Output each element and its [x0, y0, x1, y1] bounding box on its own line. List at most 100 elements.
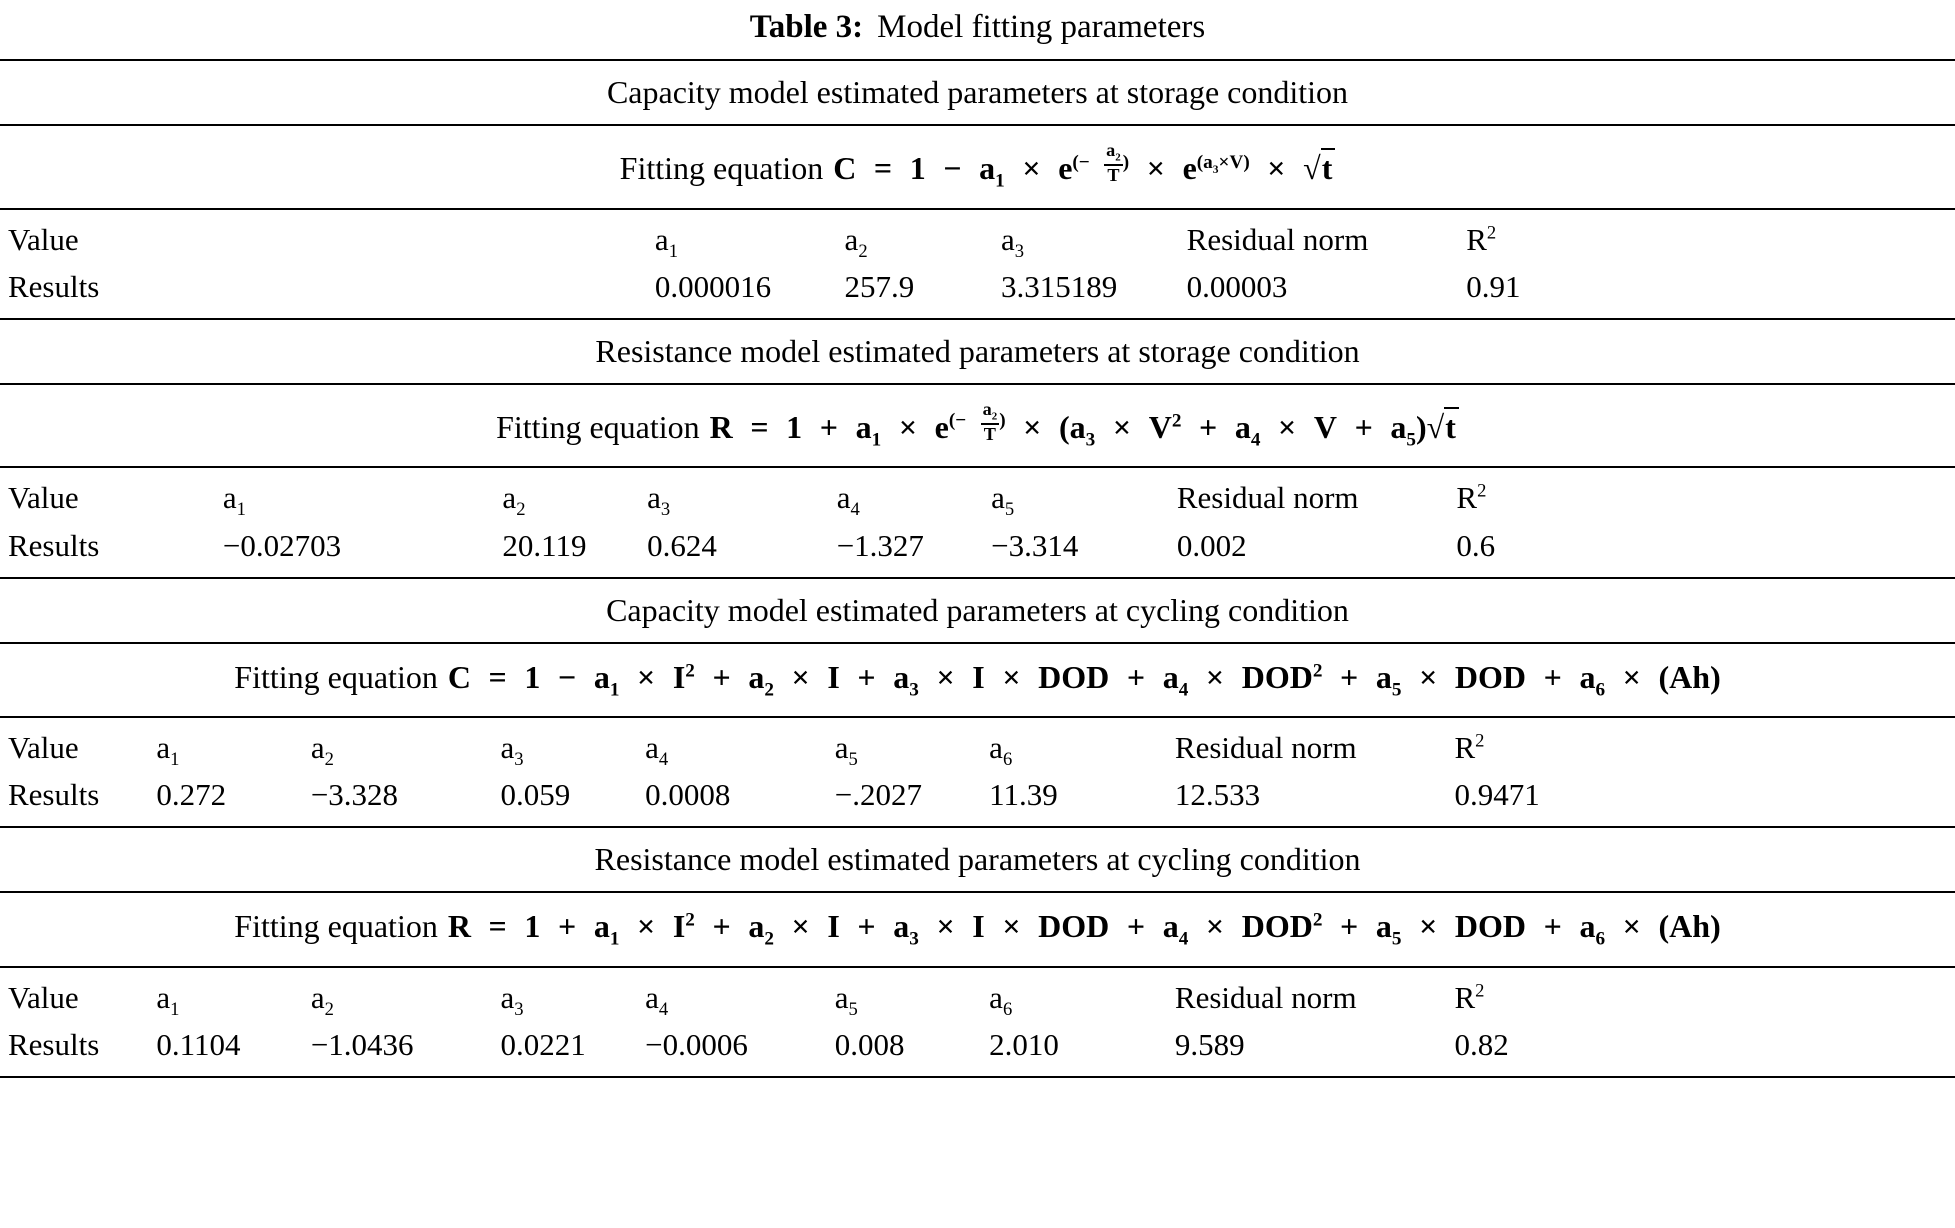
- equation-prefix: Fitting equation: [234, 908, 438, 945]
- result-a6: 2.010: [989, 1026, 1059, 1062]
- col-header-a3: a3: [500, 729, 524, 771]
- col-header-r-squared: R2: [1466, 221, 1497, 257]
- section-resistance-storage: Resistance model estimated parameters at…: [0, 320, 1955, 579]
- equation-prefix: Fitting equation: [619, 150, 824, 187]
- result-a1: 0.1104: [156, 1026, 241, 1062]
- col-header-a2: a2: [310, 979, 334, 1020]
- table-caption-label: Table 3:: [749, 9, 864, 45]
- section-header: Resistance model estimated parameters at…: [594, 841, 1361, 878]
- result-a2: 257.9: [844, 268, 915, 304]
- rule: [0, 576, 1955, 579]
- param-results-row: Results 0.000016 257.9 3.315189 0.00003 …: [0, 266, 1955, 308]
- rule-top: [0, 59, 1955, 61]
- rule: [0, 715, 1955, 718]
- col-header-a1: a1: [156, 729, 180, 771]
- parameters-table: Value a1 a2 a3 a4 a5 a6 Residual norm R2…: [0, 977, 1955, 1066]
- row-label-results: Results: [8, 777, 100, 813]
- parameters-table: Value a1 a2 a3 a4 a5 Residual norm R2 Re…: [0, 477, 1955, 566]
- result-a3: 0.0221: [500, 1026, 586, 1062]
- col-header-residual-norm: Residual norm: [1174, 729, 1357, 765]
- row-label-value: Value: [8, 979, 79, 1015]
- col-header-a5: a5: [991, 480, 1015, 521]
- equation-prefix: Fitting equation: [496, 408, 700, 445]
- row-label-results: Results: [8, 527, 100, 563]
- param-header-row: Value a1 a2 a3 a4 a5 a6 Residual norm R2: [0, 977, 1955, 1024]
- col-header-a3: a3: [647, 480, 671, 521]
- result-a3: 0.059: [500, 777, 571, 813]
- col-header-a1: a1: [156, 979, 180, 1020]
- result-a4: −1.327: [836, 527, 924, 563]
- col-header-a2: a2: [844, 221, 868, 262]
- result-a6: 11.39: [989, 777, 1058, 813]
- result-a2: −1.0436: [310, 1026, 414, 1062]
- param-results-row: Results −0.02703 20.119 0.624 −1.327 −3.…: [0, 525, 1955, 567]
- result-a3: 3.315189: [1000, 268, 1118, 304]
- col-header-a4: a4: [836, 480, 860, 521]
- col-header-residual-norm: Residual norm: [1176, 480, 1359, 516]
- row-label-results: Results: [8, 268, 100, 304]
- row-label-results: Results: [8, 1026, 100, 1062]
- col-header-a3: a3: [500, 979, 524, 1020]
- col-header-a1: a1: [222, 480, 246, 521]
- equation-row: Fitting equation R = 1 + a1 × I2 + a2 × I…: [0, 893, 1955, 965]
- param-results-row: Results 0.272 −3.328 0.059 0.0008 −.2027…: [0, 774, 1955, 816]
- rule: [0, 891, 1955, 894]
- row-label-value: Value: [8, 729, 79, 765]
- col-header-r-squared: R2: [1454, 729, 1485, 765]
- equation: C = 1 − a1 × e(− a2 T) × e(a3×V) × √t: [833, 140, 1336, 192]
- result-a1: −0.02703: [222, 527, 342, 563]
- col-header-a5: a5: [834, 729, 858, 771]
- equation: R = 1 + a1 × e(− a2 T) × (a3 × V2 + a4 × …: [710, 399, 1459, 450]
- result-r-squared: 0.9471: [1454, 777, 1540, 813]
- table-3-document: Table 3: Model fitting parameters Capacit…: [0, 0, 1955, 1078]
- col-header-a3: a3: [1000, 221, 1024, 262]
- rule: [0, 124, 1955, 126]
- col-header-a5: a5: [834, 979, 858, 1020]
- section-header: Resistance model estimated parameters at…: [595, 332, 1360, 369]
- result-r-squared: 0.91: [1466, 268, 1521, 304]
- equation-row: Fitting equation C = 1 − a1 × I2 + a2 × I…: [0, 644, 1955, 716]
- col-header-a6: a6: [989, 979, 1013, 1020]
- param-results-row: Results 0.1104 −1.0436 0.0221 −0.0006 0.…: [0, 1024, 1955, 1066]
- col-header-residual-norm: Residual norm: [1186, 221, 1369, 257]
- equation-row: Fitting equation R = 1 + a1 × e(− a2 T) × …: [0, 385, 1955, 467]
- rule-bottom: [0, 1075, 1955, 1078]
- result-r-squared: 0.82: [1454, 1026, 1509, 1062]
- equation-prefix: Fitting equation: [234, 658, 438, 695]
- row-label-value: Value: [8, 480, 79, 516]
- equation-row: Fitting equation C = 1 − a1 × e(− a2 T) × …: [0, 126, 1955, 208]
- col-header-a4: a4: [645, 729, 669, 771]
- param-header-row: Value a1 a2 a3 a4 a5 Residual norm R2: [0, 477, 1955, 524]
- rule: [0, 965, 1955, 968]
- parameters-table: Value a1 a2 a3 Residual norm R2 Results …: [0, 219, 1955, 308]
- col-header-a2: a2: [502, 480, 526, 521]
- result-a3: 0.624: [647, 527, 717, 563]
- equation: R = 1 + a1 × I2 + a2 × I + a3 × I × DOD …: [447, 908, 1721, 950]
- param-header-row: Value a1 a2 a3 Residual norm R2: [0, 219, 1955, 266]
- col-header-a6: a6: [989, 729, 1013, 771]
- parameters-table: Value a1 a2 a3 a4 a5 a6 Residual norm R2…: [0, 727, 1955, 816]
- table-caption: Table 3: Model fitting parameters: [0, 0, 1955, 59]
- result-a5: −3.314: [991, 527, 1079, 563]
- result-a2: 20.119: [502, 527, 587, 563]
- rule: [0, 207, 1955, 210]
- result-a5: −.2027: [834, 777, 922, 813]
- col-header-a4: a4: [645, 979, 669, 1020]
- result-a4: −0.0006: [645, 1026, 748, 1062]
- section-capacity-storage: Capacity model estimated parameters at s…: [0, 61, 1955, 320]
- param-header-row: Value a1 a2 a3 a4 a5 a6 Residual norm R2: [0, 727, 1955, 774]
- result-a1: 0.272: [156, 777, 227, 813]
- rule: [0, 641, 1955, 644]
- col-header-r-squared: R2: [1454, 979, 1485, 1015]
- col-header-residual-norm: Residual norm: [1174, 979, 1357, 1015]
- section-capacity-cycling: Capacity model estimated parameters at c…: [0, 579, 1955, 829]
- result-residual-norm: 12.533: [1174, 777, 1261, 813]
- row-label-value: Value: [8, 221, 79, 257]
- result-residual-norm: 0.00003: [1186, 268, 1288, 304]
- result-a2: −3.328: [310, 777, 399, 813]
- rule: [0, 826, 1955, 829]
- section-resistance-cycling: Resistance model estimated parameters at…: [0, 828, 1955, 1078]
- section-header: Capacity model estimated parameters at s…: [606, 74, 1349, 110]
- result-residual-norm: 0.002: [1176, 527, 1247, 563]
- result-a5: 0.008: [834, 1026, 905, 1062]
